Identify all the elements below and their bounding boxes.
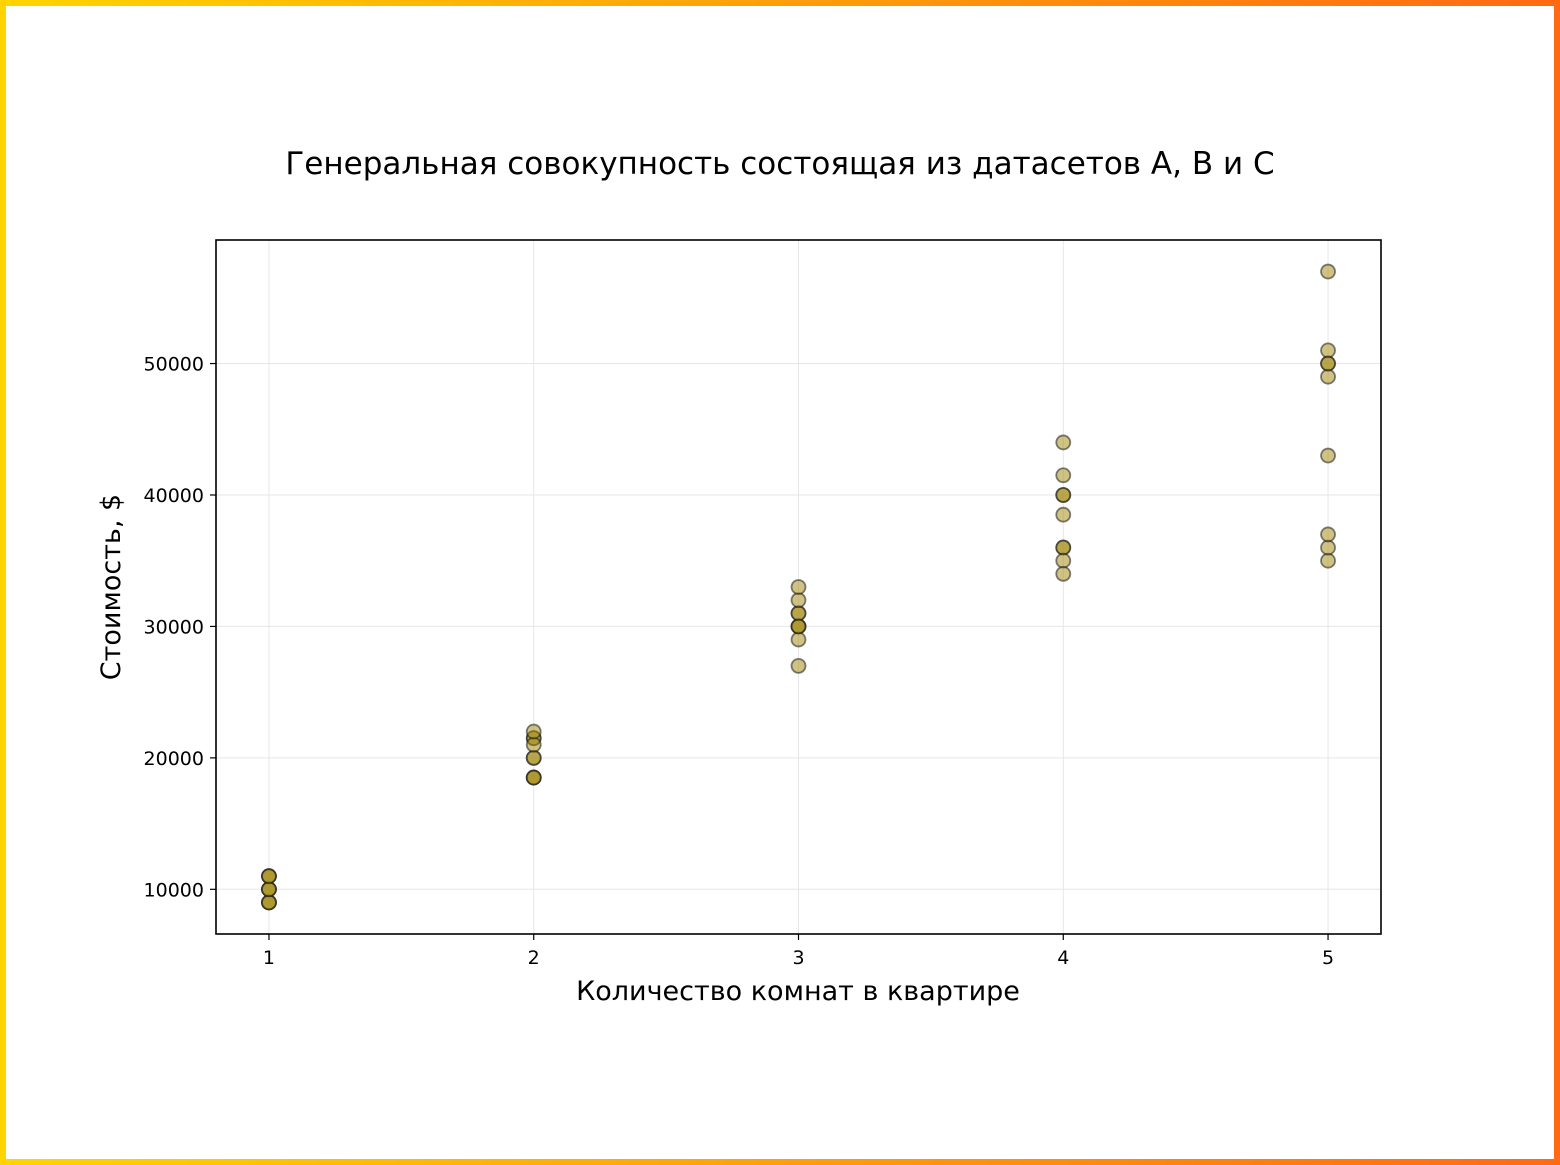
grid-lines (216, 240, 1381, 934)
data-point (525, 749, 542, 766)
data-point (1320, 447, 1336, 464)
y-tick-label: 10000 (144, 879, 204, 901)
data-point (525, 723, 542, 740)
y-tick-label: 30000 (144, 616, 204, 638)
data-point (1055, 552, 1072, 569)
x-axis-ticks: 1 2 3 4 5 (263, 934, 1334, 969)
x-tick-label: 3 (792, 947, 804, 969)
data-point (1320, 552, 1336, 569)
data-point (1055, 539, 1072, 556)
x-tick-label: 4 (1057, 947, 1069, 969)
data-point (261, 868, 277, 885)
data-point (525, 769, 542, 786)
y-tick-label: 20000 (144, 748, 204, 770)
data-point (1320, 526, 1336, 543)
x-tick-label: 2 (528, 947, 540, 969)
data-point (790, 631, 807, 648)
data-point (790, 618, 807, 635)
data-points (261, 263, 1336, 911)
x-tick-label: 1 (263, 947, 275, 969)
y-tick-label: 40000 (144, 485, 204, 507)
data-point (1320, 539, 1336, 556)
data-point (1055, 506, 1072, 523)
data-point (525, 736, 542, 753)
data-point (1320, 263, 1336, 280)
y-axis-ticks: 10000 20000 30000 40000 50000 (144, 354, 216, 901)
chart-title: Генеральная совокупность состоящая из да… (285, 146, 1274, 182)
data-point (1320, 368, 1336, 385)
data-point (790, 657, 807, 674)
data-point (261, 894, 277, 911)
y-tick-label: 50000 (144, 354, 204, 376)
data-point (790, 592, 807, 609)
x-axis-label: Количество комнат в квартире (576, 976, 1020, 1007)
x-tick-label: 5 (1322, 947, 1334, 969)
data-point (261, 881, 277, 898)
data-point (1320, 342, 1336, 359)
data-point (790, 605, 807, 622)
y-axis-label: Стоимость, $ (96, 494, 127, 680)
data-point (1055, 434, 1072, 451)
data-point (1055, 565, 1072, 582)
data-point (1055, 467, 1072, 484)
data-point (790, 579, 807, 595)
data-point (1320, 355, 1336, 372)
data-point (1055, 487, 1072, 503)
